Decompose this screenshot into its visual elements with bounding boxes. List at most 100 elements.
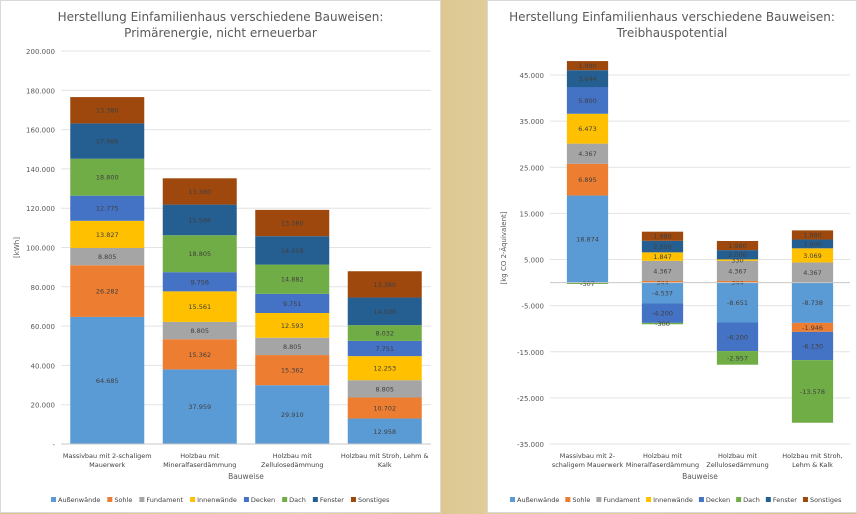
y-tick-label: 180.000 bbox=[26, 87, 55, 95]
legend-swatch bbox=[510, 497, 515, 502]
bar-segment bbox=[70, 158, 145, 196]
y-tick-label: -35.000 bbox=[517, 441, 544, 449]
legend-swatch bbox=[51, 497, 56, 502]
bar-segment bbox=[70, 123, 145, 159]
data-label: 14.458 bbox=[281, 247, 304, 255]
bar-segment bbox=[347, 380, 422, 398]
bar-segment bbox=[347, 397, 422, 419]
x-category-label: Mauerwerk bbox=[89, 461, 125, 469]
data-label: 3.644 bbox=[578, 75, 597, 83]
bar-segment bbox=[70, 97, 145, 124]
data-label: 13.380 bbox=[96, 107, 119, 115]
data-label: 4.367 bbox=[653, 267, 672, 275]
y-tick-label: -15.000 bbox=[517, 349, 544, 357]
y-tick-label: 100.000 bbox=[26, 245, 55, 253]
data-label: 8.032 bbox=[375, 330, 394, 338]
bar-segment bbox=[791, 248, 834, 263]
data-label: 6.895 bbox=[578, 176, 597, 184]
legend-label: Fundament bbox=[146, 496, 183, 504]
chart-panel-primary-energy: Herstellung Einfamilienhaus verschiedene… bbox=[0, 0, 441, 513]
bar-segment bbox=[791, 262, 834, 283]
x-category-label: Holzbau mit Stroh, Lehm & bbox=[341, 452, 429, 460]
bar-segment bbox=[716, 351, 759, 365]
bar-segment bbox=[162, 291, 237, 322]
legend-label: Dach bbox=[743, 496, 760, 504]
data-label: 1.980 bbox=[578, 62, 597, 70]
bar-segment bbox=[347, 418, 422, 444]
legend-swatch bbox=[350, 497, 356, 502]
bar-segment bbox=[347, 340, 422, 357]
bar-segment bbox=[641, 240, 684, 253]
data-label: 1.900 bbox=[803, 240, 822, 248]
y-tick-label: 25.000 bbox=[520, 164, 545, 172]
x-category-label: Massivbau mit 2-schaligem bbox=[63, 452, 152, 460]
bar-segment bbox=[716, 322, 759, 352]
x-category-label: Holzbau mit Stroh, bbox=[782, 452, 843, 460]
y-tick-label: 40.000 bbox=[31, 362, 56, 370]
chart-subtitle: Treibhauspotential bbox=[616, 26, 728, 40]
y-tick-label: 20.000 bbox=[31, 402, 56, 410]
bar-segment bbox=[791, 282, 834, 323]
y-tick-label: -5.000 bbox=[521, 303, 544, 311]
bar-segment bbox=[255, 355, 330, 386]
bar-segment bbox=[566, 195, 609, 283]
data-label: 4.367 bbox=[803, 269, 822, 277]
legend-swatch bbox=[765, 497, 771, 502]
data-label: 2.500 bbox=[653, 243, 672, 251]
bar-segment bbox=[255, 293, 330, 313]
bar-segment bbox=[566, 143, 609, 164]
data-label: 8.805 bbox=[375, 385, 394, 393]
bar-segment bbox=[162, 204, 237, 236]
legend-swatch bbox=[243, 497, 249, 502]
legend-label: Innenwände bbox=[197, 496, 237, 504]
legend-swatch bbox=[312, 497, 318, 502]
x-category-label: Holzbau mit bbox=[180, 452, 220, 460]
data-label: 5.800 bbox=[578, 97, 597, 105]
bar-segment bbox=[347, 271, 422, 298]
y-tick-label: 5.000 bbox=[524, 257, 544, 265]
bar-segment bbox=[255, 312, 330, 338]
data-label: 13.380 bbox=[281, 220, 304, 228]
data-label: 1.980 bbox=[728, 242, 747, 250]
chart-title: Herstellung Einfamilienhaus verschiedene… bbox=[488, 9, 856, 41]
data-label: -4.537 bbox=[652, 290, 673, 298]
bar-segment bbox=[70, 247, 145, 266]
bar-segment bbox=[641, 322, 684, 325]
data-label: 1.980 bbox=[653, 233, 672, 241]
bar-segment bbox=[566, 282, 609, 285]
data-label: -6.200 bbox=[727, 333, 748, 341]
greenhouse-potential-chart: -35.000 -25.000 -15.000 -5.000 5.000 15.000 25… bbox=[499, 61, 850, 504]
data-label: -6.130 bbox=[802, 342, 823, 350]
data-label: 6.473 bbox=[578, 125, 597, 133]
x-category-label: Kalk bbox=[378, 461, 392, 469]
bar-segment bbox=[162, 369, 237, 444]
bar-segment bbox=[255, 337, 330, 356]
bar-segment bbox=[255, 209, 330, 237]
data-label: 12.958 bbox=[373, 428, 396, 436]
bar-segment bbox=[162, 272, 237, 292]
data-label: 3.069 bbox=[803, 252, 822, 260]
data-label: 14.882 bbox=[281, 276, 304, 284]
chart-title-line1: Herstellung Einfamilienhaus verschiedene… bbox=[57, 10, 384, 24]
data-label: 26.282 bbox=[96, 288, 119, 296]
data-label: 15.586 bbox=[188, 216, 211, 224]
legend-label: Sohle bbox=[114, 496, 132, 504]
bar-segment bbox=[791, 239, 834, 249]
legend-label: Fenster bbox=[320, 496, 344, 504]
legend-label: Dach bbox=[289, 496, 306, 504]
data-label: -8.738 bbox=[802, 299, 823, 307]
data-label: 9.751 bbox=[283, 300, 302, 308]
data-label: -1.946 bbox=[802, 324, 823, 332]
legend-swatch bbox=[698, 497, 704, 502]
legend-label: Sonstiges bbox=[358, 496, 390, 504]
bar-segment bbox=[716, 281, 759, 283]
legend-swatch bbox=[139, 497, 145, 502]
y-tick-label: 140.000 bbox=[26, 166, 55, 174]
bar-segment bbox=[716, 260, 759, 282]
legend-label: Außenwände bbox=[58, 496, 100, 504]
y-tick-label: - bbox=[52, 441, 55, 449]
bar-segment bbox=[162, 321, 237, 340]
data-label: -307 bbox=[580, 280, 595, 288]
legend-swatch bbox=[802, 497, 808, 502]
primary-energy-chart: - 20.000 40.000 60.000 80.000 100.000 120.000 1… bbox=[13, 48, 431, 504]
